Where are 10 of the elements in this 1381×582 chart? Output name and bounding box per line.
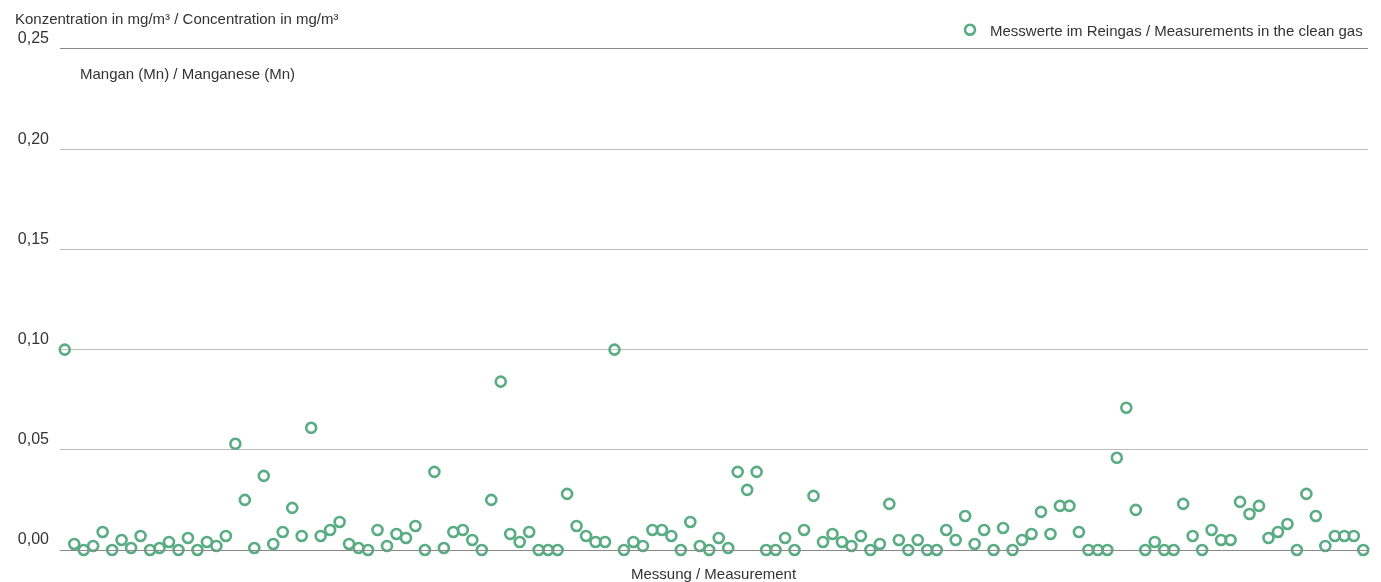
y-tick-label: 0,05	[17, 430, 50, 448]
text: Mangan (Mn) / Manganese (Mn)	[80, 65, 296, 83]
x-axis-title: Messung / Measurement	[631, 565, 797, 582]
y-axis-title: Konzentration in mg/m³ / Concentration in mg/m³	[15, 10, 339, 27]
y-tick-label: 0,15	[17, 229, 50, 247]
y-tick-label: 0,10	[17, 330, 50, 347]
legend-label: Messwerte im Reingas / Measurements in the clean gas	[990, 21, 1363, 39]
y-tick-label: 0,00	[17, 530, 50, 548]
y-tick-label: 0,20	[17, 129, 50, 147]
y-tick-label: 0,25	[17, 29, 50, 47]
